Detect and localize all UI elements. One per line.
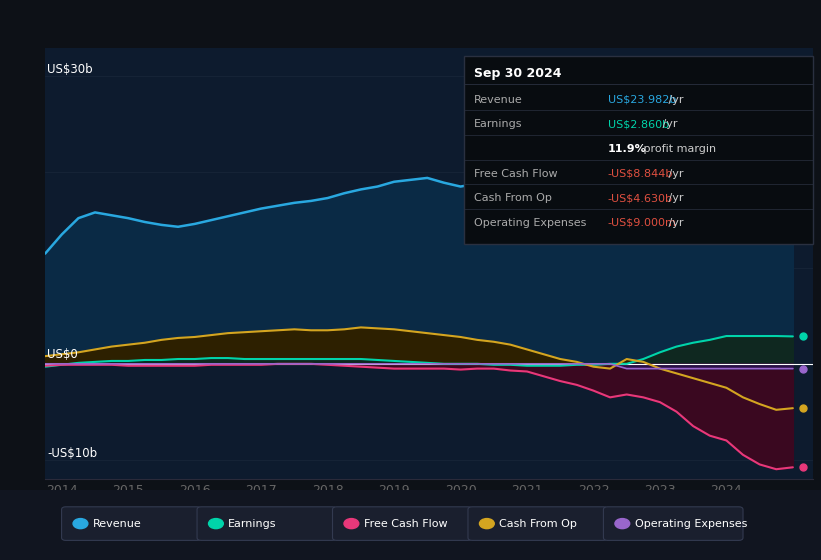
Text: Free Cash Flow: Free Cash Flow xyxy=(364,519,447,529)
Text: US$2.860b: US$2.860b xyxy=(608,119,668,129)
Text: Revenue: Revenue xyxy=(474,95,522,105)
Text: Earnings: Earnings xyxy=(228,519,277,529)
Text: /yr: /yr xyxy=(665,218,684,228)
Text: -US$9.000m: -US$9.000m xyxy=(608,218,677,228)
Text: -US$4.630b: -US$4.630b xyxy=(608,193,672,203)
Text: /yr: /yr xyxy=(665,95,684,105)
Text: 11.9%: 11.9% xyxy=(608,144,646,154)
Text: /yr: /yr xyxy=(659,119,678,129)
Text: Revenue: Revenue xyxy=(93,519,141,529)
Text: Earnings: Earnings xyxy=(474,119,522,129)
Text: profit margin: profit margin xyxy=(640,144,717,154)
Text: Free Cash Flow: Free Cash Flow xyxy=(474,169,557,179)
Text: Operating Expenses: Operating Expenses xyxy=(635,519,747,529)
Text: US$0: US$0 xyxy=(48,348,78,361)
Text: /yr: /yr xyxy=(665,169,684,179)
Text: -US$8.844b: -US$8.844b xyxy=(608,169,673,179)
Text: US$23.982b: US$23.982b xyxy=(608,95,676,105)
Text: US$30b: US$30b xyxy=(48,63,93,76)
Text: -US$10b: -US$10b xyxy=(48,447,98,460)
Text: /yr: /yr xyxy=(665,193,684,203)
Text: Cash From Op: Cash From Op xyxy=(474,193,552,203)
Text: Operating Expenses: Operating Expenses xyxy=(474,218,586,228)
Text: Cash From Op: Cash From Op xyxy=(499,519,577,529)
Text: Sep 30 2024: Sep 30 2024 xyxy=(474,67,562,80)
